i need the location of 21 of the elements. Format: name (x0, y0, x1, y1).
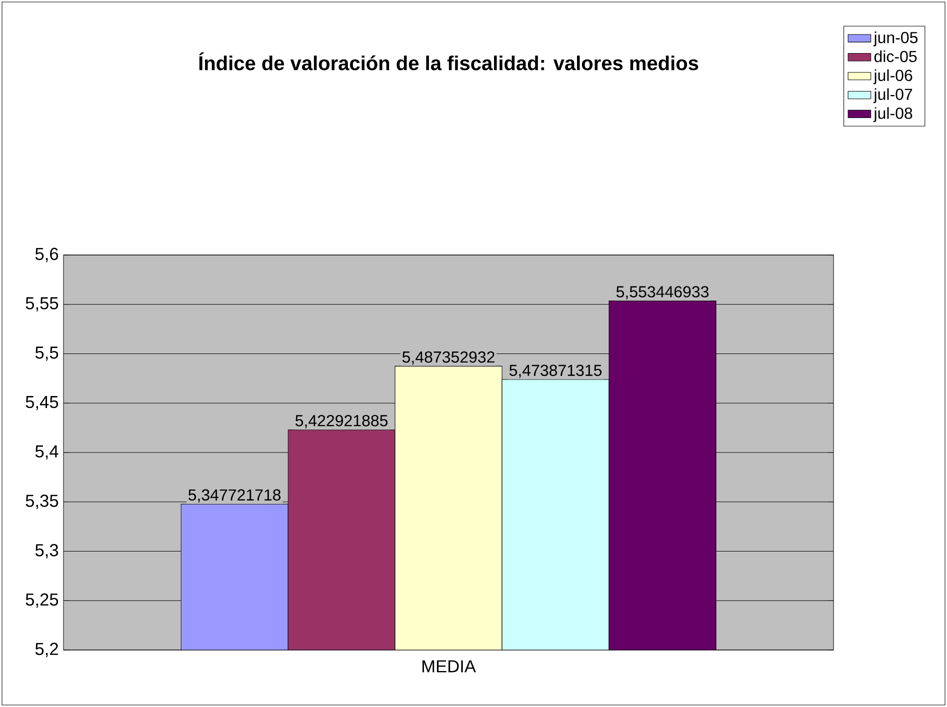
y-tick-label: 5,6 (35, 248, 58, 262)
x-tick-label: MEDIA (422, 660, 476, 672)
data-label: 5,422921885 (295, 415, 388, 428)
legend-label: dic-05 (874, 50, 917, 62)
y-tick-label: 5,25 (26, 593, 58, 608)
legend-label: jul-08 (873, 107, 912, 122)
y-tick-label: 5,45 (26, 396, 58, 410)
legend-label: jul-07 (873, 88, 912, 104)
legend-label: jul-06 (873, 69, 912, 84)
y-tick-label: 5,3 (35, 544, 58, 558)
y-tick-label: 5,5 (35, 346, 58, 361)
y-tick-label: 5,2 (35, 642, 58, 658)
legend-label: jun-05 (873, 31, 918, 46)
y-tick-label: 5,35 (26, 494, 58, 509)
data-label: 5,487352932 (402, 351, 494, 365)
y-tick-label: 5,55 (26, 297, 58, 312)
y-tick-label: 5,4 (35, 445, 58, 460)
data-label: 5,347721718 (188, 489, 281, 502)
chart-title: Índice de valoración de la fiscalidad: valores medios (199, 52, 698, 70)
data-label: 5,473871315 (509, 364, 602, 378)
data-label: 5,553446933 (616, 286, 709, 300)
